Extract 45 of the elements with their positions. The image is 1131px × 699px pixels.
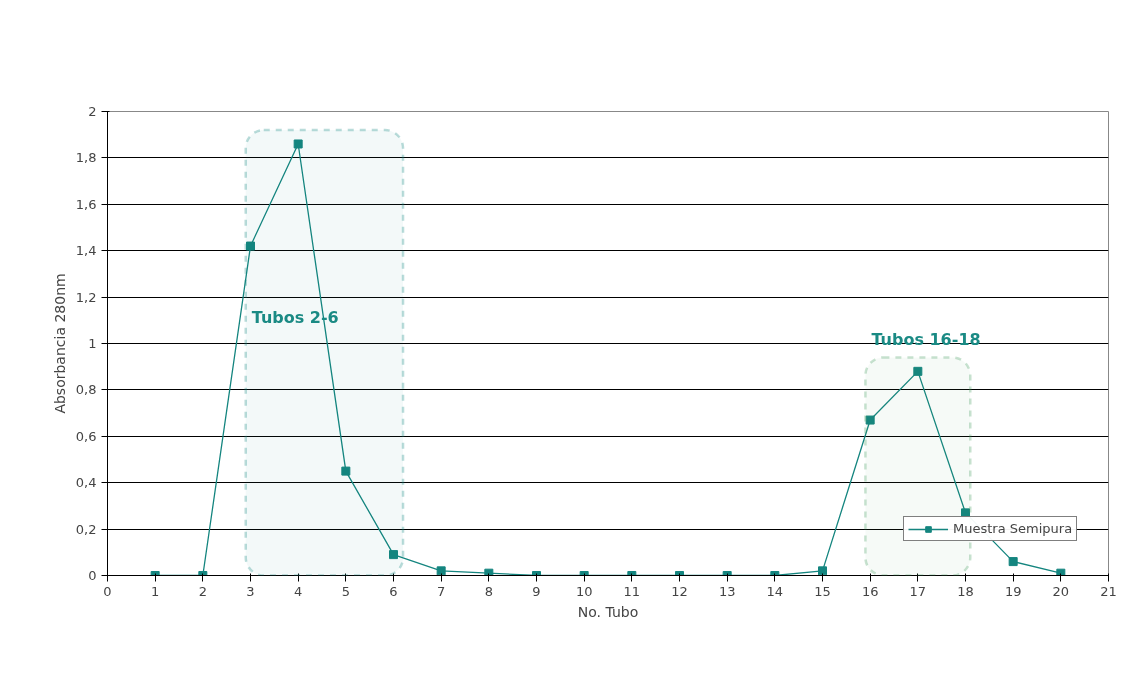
- x-tick-label: 0: [103, 583, 112, 599]
- x-tick-label: 10: [575, 583, 593, 599]
- x-tick-label: 6: [389, 583, 398, 599]
- point: [1008, 557, 1018, 567]
- x-tick-label: 8: [484, 583, 493, 599]
- point: [293, 139, 303, 149]
- y-tick-label: 0,4: [75, 475, 97, 491]
- x-tick-label: 13: [718, 583, 736, 599]
- y-tick-label: 1,8: [75, 150, 97, 166]
- x-tick-label: 12: [671, 583, 688, 599]
- point: [341, 466, 351, 476]
- x-tick-label: 2: [198, 583, 207, 599]
- x-tick-label: 18: [957, 583, 974, 599]
- x-tick-label: 19: [1004, 583, 1022, 599]
- x-tick-label: 21: [1100, 583, 1117, 599]
- x-tick-label: 15: [814, 583, 831, 599]
- x-tick-label: 14: [766, 583, 784, 599]
- y-tick-label: 1: [88, 336, 97, 351]
- x-axis-title: No. Tubo: [577, 603, 639, 620]
- x-tick-label: 7: [437, 583, 446, 599]
- y-tick-label: 1,4: [75, 243, 97, 259]
- x-tick-label: 5: [341, 583, 350, 599]
- x-tick-label: 1: [151, 583, 160, 599]
- y-tick-label: 0: [88, 568, 97, 583]
- point: [436, 566, 446, 576]
- point: [913, 366, 923, 376]
- x-tick-label: 9: [532, 583, 541, 599]
- y-tick-label: 1,2: [75, 289, 97, 305]
- y-tick-label: 0,6: [75, 428, 97, 444]
- point: [246, 241, 255, 251]
- y-tick-label: 1,6: [75, 196, 97, 212]
- y-tick-label: 0,2: [75, 521, 97, 537]
- x-tick-label: 4: [294, 583, 303, 599]
- y-tick-label: 2: [88, 104, 97, 119]
- point: [818, 566, 827, 576]
- x-tick-label: 11: [623, 583, 641, 599]
- y-axis-title: Absorbancia 280nm: [51, 273, 68, 414]
- y-tick-label: 0,8: [75, 382, 97, 398]
- x-tick-label: 20: [1052, 583, 1070, 599]
- x-tick-label: 17: [909, 583, 927, 599]
- point: [389, 550, 398, 560]
- point: [865, 415, 875, 425]
- legend-label: Muestra Semipura: [953, 521, 1073, 536]
- x-tick-label: 16: [861, 583, 879, 599]
- x-tick-label: 3: [246, 583, 255, 599]
